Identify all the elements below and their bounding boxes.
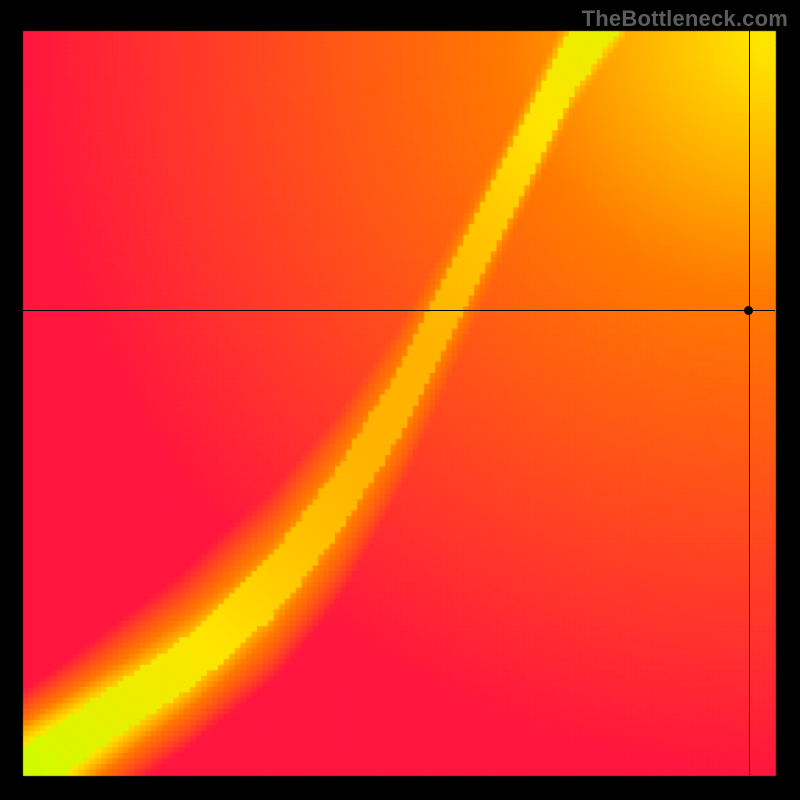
bottleneck-heatmap (0, 0, 800, 800)
chart-container: { "watermark": { "text": "TheBottleneck.… (0, 0, 800, 800)
watermark-text: TheBottleneck.com (582, 6, 788, 32)
